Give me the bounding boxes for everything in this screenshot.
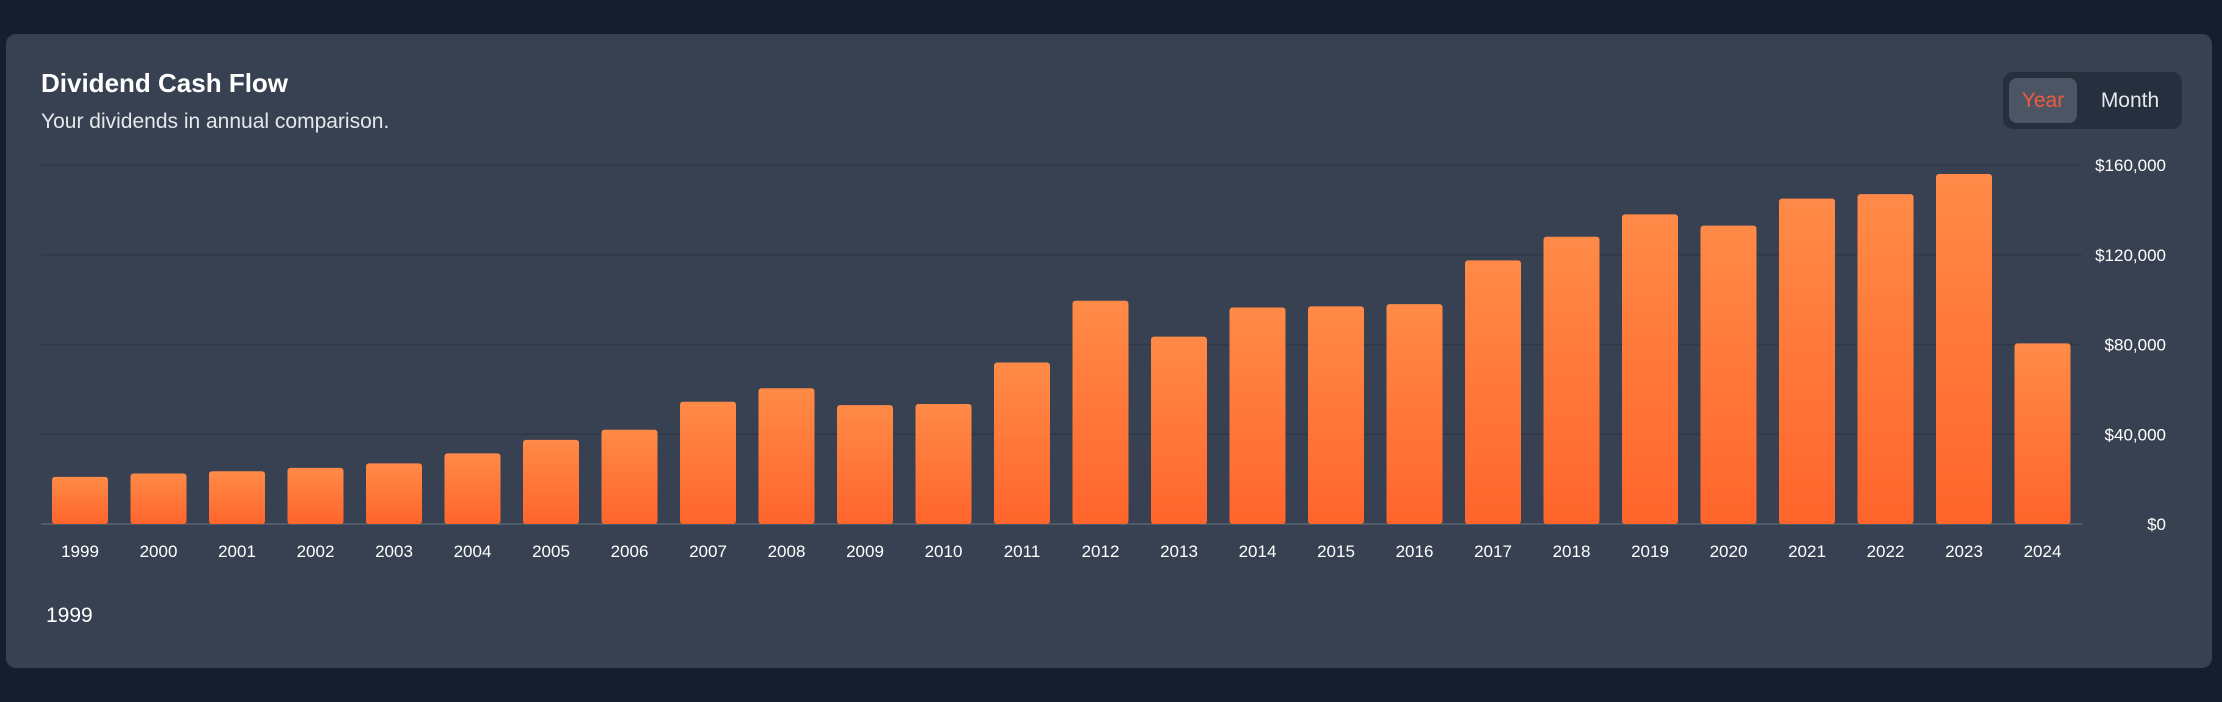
selected-year-label: 1999 <box>46 604 93 627</box>
x-tick-label: 2011 <box>1004 542 1041 561</box>
x-tick-label: 1999 <box>61 542 99 561</box>
bar <box>1386 304 1443 524</box>
x-tick-label: 2008 <box>768 542 806 561</box>
x-tick-label: 2019 <box>1631 542 1669 561</box>
x-tick-label: 2018 <box>1553 542 1591 561</box>
y-tick-label: $120,000 <box>2095 246 2166 265</box>
x-tick-label: 2013 <box>1160 542 1198 561</box>
bar <box>1779 198 1835 524</box>
bar <box>758 388 815 524</box>
bar <box>1465 260 1521 524</box>
x-tick-label: 2024 <box>2024 542 2062 561</box>
month-toggle-button[interactable]: Month <box>2100 89 2160 112</box>
x-tick-label: 2023 <box>1945 542 1983 561</box>
chart-title: Dividend Cash Flow <box>41 68 289 98</box>
bar <box>444 453 501 524</box>
x-tick-label: 2022 <box>1867 542 1905 561</box>
y-tick-label: $40,000 <box>2105 425 2166 444</box>
bar <box>2014 343 2071 524</box>
x-tick-label: 2007 <box>689 542 727 561</box>
year-toggle-button[interactable]: Year <box>2009 78 2077 123</box>
bar <box>1229 307 1286 524</box>
y-tick-label: $0 <box>2147 515 2166 534</box>
bar <box>1072 300 1129 524</box>
bar <box>287 467 344 524</box>
bar <box>601 429 658 524</box>
bar <box>680 401 736 524</box>
bar <box>130 473 187 524</box>
period-toggle: Year Month <box>2003 72 2182 129</box>
chart-subtitle: Your dividends in annual comparison. <box>41 110 390 133</box>
y-tick-label: $80,000 <box>2105 336 2166 355</box>
bar <box>1622 214 1678 525</box>
dividend-cash-flow-card: Dividend Cash Flow Your dividends in ann… <box>6 34 2212 668</box>
bar <box>366 463 422 524</box>
x-tick-label: 2014 <box>1239 542 1277 561</box>
x-tick-label: 2020 <box>1710 542 1748 561</box>
x-tick-label: 2017 <box>1474 542 1512 561</box>
bar <box>52 476 108 524</box>
bar <box>1857 194 1914 524</box>
bar <box>523 439 579 524</box>
x-tick-label: 2021 <box>1788 542 1826 561</box>
y-tick-label: $160,000 <box>2095 156 2166 175</box>
bar <box>1308 306 1364 524</box>
bar <box>1700 225 1757 525</box>
x-tick-label: 2006 <box>611 542 649 561</box>
dividend-bar-chart: $0 $40,000 $80,000 $120,000 $160,000 1999 2000… <box>41 156 2166 561</box>
x-tick-label: 2003 <box>375 542 413 561</box>
x-tick-label: 2009 <box>846 542 884 561</box>
bar <box>915 403 972 524</box>
x-tick-label: 2001 <box>218 542 256 561</box>
bar <box>837 405 893 524</box>
x-tick-label: 2015 <box>1317 542 1355 561</box>
x-tick-label: 2002 <box>297 542 335 561</box>
x-tick-label: 2012 <box>1082 542 1120 561</box>
x-tick-label: 2000 <box>140 542 178 561</box>
bar <box>209 471 265 524</box>
bar <box>1151 336 1207 524</box>
x-tick-label: 2004 <box>454 542 492 561</box>
bar <box>1936 173 1992 524</box>
x-tick-label: 2016 <box>1396 542 1434 561</box>
bar <box>994 362 1050 524</box>
bar <box>1543 236 1600 525</box>
x-tick-label: 2010 <box>925 542 963 561</box>
x-tick-label: 2005 <box>532 542 570 561</box>
